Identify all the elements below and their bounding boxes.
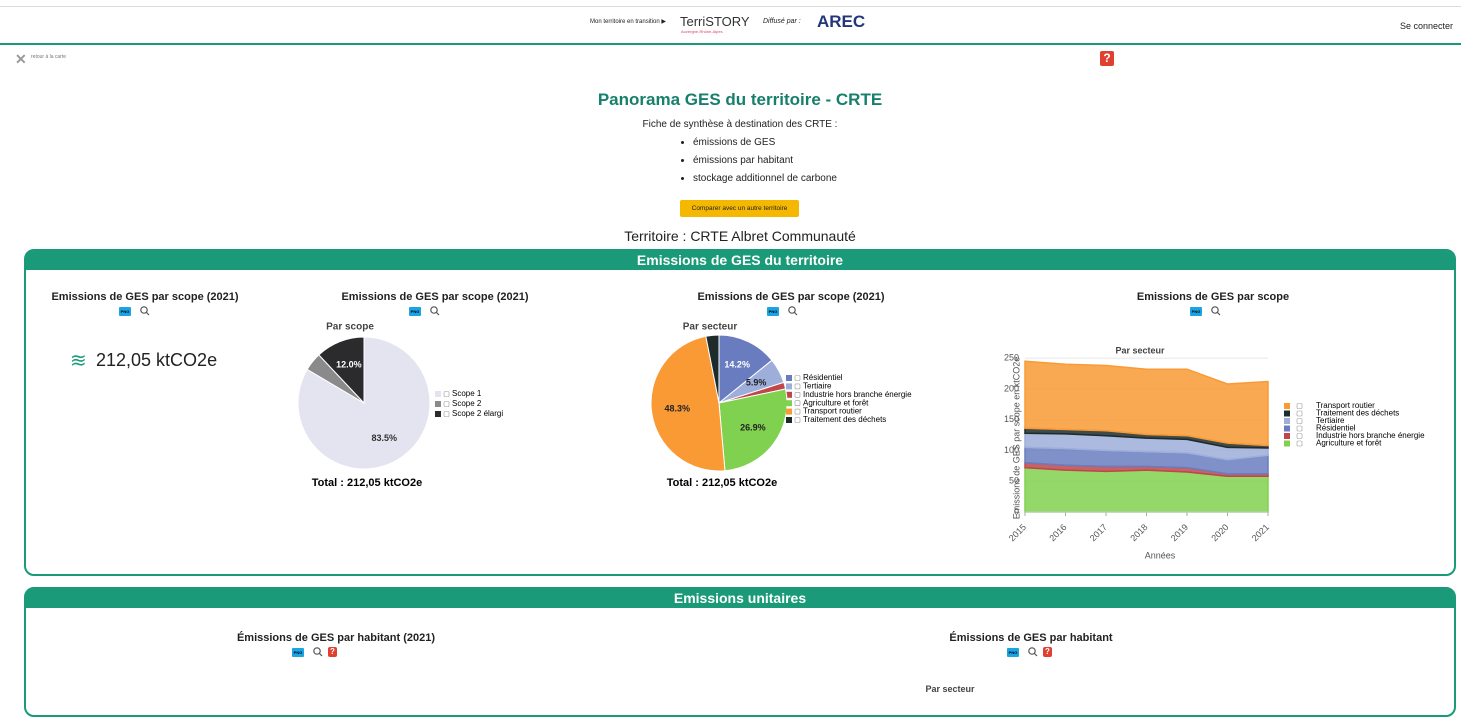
help-button[interactable]: ? <box>1043 647 1052 657</box>
panel-title: Emissions de GES par scope (2021) <box>697 291 885 303</box>
section-title: Emissions de GES du territoire <box>26 251 1454 270</box>
bullet-list: émissions de GES émissions par habitant … <box>681 134 837 188</box>
close-icon[interactable]: ✕ <box>15 51 27 67</box>
page: Mon territoire en transition ▶ TerriSTOR… <box>0 0 1461 692</box>
login-link[interactable]: Se connecter <box>1399 21 1453 31</box>
subtitle: Fiche de synthèse à destination des CRTE… <box>642 119 838 130</box>
kpi-value: 212,05 ktCO2e <box>96 350 218 370</box>
wind-icon: ≋ <box>70 350 87 372</box>
png-button[interactable]: PNG <box>1190 307 1202 316</box>
logo[interactable]: TerriSTORY <box>680 14 750 29</box>
panel-title: Emissions de GES par scope (2021) <box>341 291 529 303</box>
help-button[interactable]: ? <box>328 647 337 657</box>
png-button[interactable]: PNG <box>409 307 421 316</box>
png-button[interactable]: PNG <box>767 307 779 316</box>
bullet: émissions de GES <box>693 134 837 152</box>
section: Emissions unitaires <box>24 587 1456 717</box>
header-rule <box>0 43 1461 45</box>
section-title: Emissions unitaires <box>26 589 1454 608</box>
top-rule <box>0 6 1461 7</box>
logo-sub: Auvergne-Rhône-Alpes <box>681 29 723 34</box>
png-button[interactable]: PNG <box>119 307 131 316</box>
back-link[interactable]: retour à la carte <box>31 54 67 60</box>
chart-title: Par secteur <box>925 684 975 694</box>
page-title: Panorama GES du territoire - CRTE <box>597 90 883 109</box>
tagline: Mon territoire en transition ▶ <box>590 19 666 25</box>
compare-button[interactable]: Comparer avec un autre territoire <box>680 200 799 217</box>
bullet: stockage additionnel de carbone <box>693 170 837 188</box>
diffuse-label: Diffusé par : <box>763 18 801 25</box>
arec-logo[interactable]: AREC <box>817 12 866 31</box>
territory: Territoire : CRTE Albret Communauté <box>624 228 856 244</box>
panel-title: Emissions de GES par scope <box>1136 291 1290 303</box>
help-button[interactable]: ? <box>1100 51 1114 66</box>
panel-title: Émissions de GES par habitant (2021) <box>236 632 436 644</box>
panel-title: Emissions de GES par scope (2021) <box>51 291 239 303</box>
png-button[interactable]: PNG <box>1007 648 1019 657</box>
panel-title: Émissions de GES par habitant <box>949 632 1113 644</box>
png-button[interactable]: PNG <box>292 648 304 657</box>
bullet: émissions par habitant <box>693 152 837 170</box>
section: Emissions de GES du territoire <box>24 249 1456 576</box>
